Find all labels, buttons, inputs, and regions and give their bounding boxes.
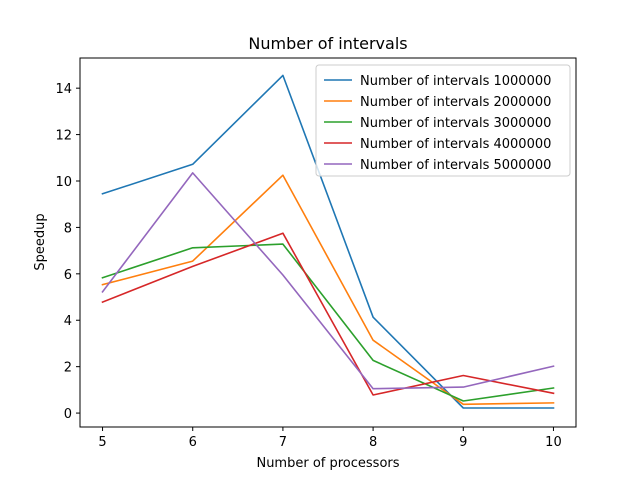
y-axis-label: Speedup bbox=[33, 213, 48, 270]
series-line-2 bbox=[101, 174, 555, 406]
series-line-4 bbox=[101, 232, 555, 396]
x-tick-label: 7 bbox=[279, 435, 287, 450]
y-tick-label: 12 bbox=[55, 129, 72, 144]
y-tick-label: 14 bbox=[55, 82, 72, 97]
y-tick-label: 10 bbox=[55, 175, 72, 190]
x-axis-label: Number of processors bbox=[256, 456, 399, 471]
y-tick-label: 6 bbox=[64, 268, 72, 283]
legend-label: Number of intervals 5000000 bbox=[360, 158, 551, 173]
x-tick-label: 9 bbox=[459, 435, 467, 450]
legend-label: Number of intervals 4000000 bbox=[360, 137, 551, 152]
plot-lines bbox=[101, 74, 555, 409]
series-line-1 bbox=[101, 74, 555, 409]
legend-label: Number of intervals 2000000 bbox=[360, 95, 551, 110]
legend: Number of intervals 1000000 Number of int… bbox=[315, 64, 571, 177]
y-axis: 0 2 4 6 8 10 12 14 bbox=[55, 82, 80, 422]
series-line-3 bbox=[101, 243, 555, 402]
x-tick-label: 10 bbox=[545, 435, 562, 450]
x-axis: 5 6 7 8 9 10 bbox=[98, 427, 562, 450]
x-tick-label: 6 bbox=[189, 435, 197, 450]
legend-label: Number of intervals 1000000 bbox=[360, 74, 551, 89]
y-tick-label: 8 bbox=[64, 221, 72, 236]
chart-title: Number of intervals bbox=[248, 34, 407, 53]
plot-frame bbox=[79, 57, 577, 428]
x-tick-label: 8 bbox=[369, 435, 377, 450]
legend-box bbox=[315, 64, 571, 177]
y-tick-label: 4 bbox=[64, 314, 72, 329]
y-tick-label: 0 bbox=[64, 407, 72, 422]
x-tick-label: 5 bbox=[98, 435, 106, 450]
y-tick-label: 2 bbox=[64, 361, 72, 376]
series-line-5 bbox=[101, 172, 555, 390]
legend-label: Number of intervals 3000000 bbox=[360, 116, 551, 131]
